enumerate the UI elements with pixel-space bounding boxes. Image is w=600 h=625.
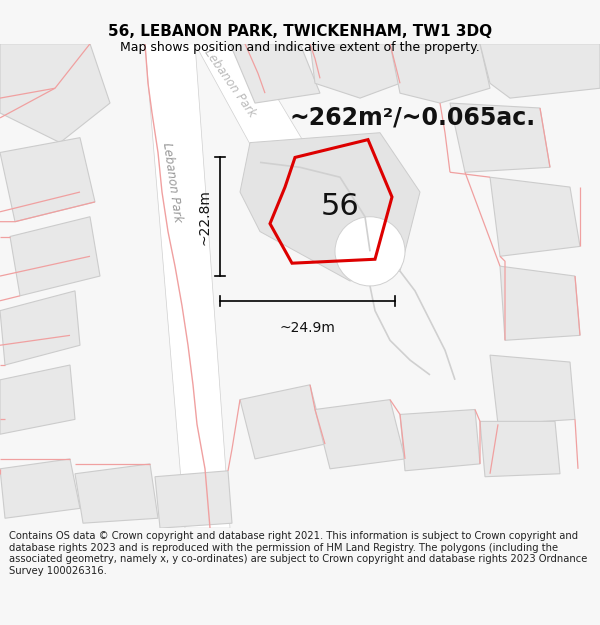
Text: 56: 56	[320, 192, 359, 221]
Polygon shape	[400, 409, 480, 471]
Polygon shape	[450, 103, 550, 172]
Polygon shape	[315, 399, 405, 469]
Polygon shape	[490, 177, 580, 256]
Text: ~262m²/~0.065ac.: ~262m²/~0.065ac.	[290, 106, 536, 130]
Polygon shape	[0, 459, 80, 518]
Polygon shape	[480, 421, 560, 477]
Polygon shape	[0, 44, 110, 142]
Polygon shape	[490, 355, 575, 424]
Polygon shape	[480, 44, 600, 98]
Text: Map shows position and indicative extent of the property.: Map shows position and indicative extent…	[120, 41, 480, 54]
Polygon shape	[75, 464, 158, 523]
Text: 56, LEBANON PARK, TWICKENHAM, TW1 3DQ: 56, LEBANON PARK, TWICKENHAM, TW1 3DQ	[108, 24, 492, 39]
Text: ~22.8m: ~22.8m	[198, 189, 212, 244]
Polygon shape	[310, 44, 400, 98]
Polygon shape	[390, 44, 490, 103]
Polygon shape	[195, 44, 310, 162]
Polygon shape	[240, 385, 325, 459]
Text: Contains OS data © Crown copyright and database right 2021. This information is : Contains OS data © Crown copyright and d…	[9, 531, 587, 576]
Polygon shape	[500, 266, 580, 340]
Text: Lebanon Park: Lebanon Park	[160, 141, 184, 223]
Polygon shape	[240, 132, 420, 281]
Polygon shape	[10, 217, 100, 296]
Polygon shape	[230, 44, 320, 103]
Text: ~24.9m: ~24.9m	[280, 321, 335, 334]
Polygon shape	[155, 471, 232, 528]
Polygon shape	[0, 291, 80, 365]
Circle shape	[335, 217, 405, 286]
Text: Lebanon Park: Lebanon Park	[202, 47, 259, 120]
Polygon shape	[145, 44, 230, 528]
Polygon shape	[0, 138, 95, 222]
Polygon shape	[0, 365, 75, 434]
